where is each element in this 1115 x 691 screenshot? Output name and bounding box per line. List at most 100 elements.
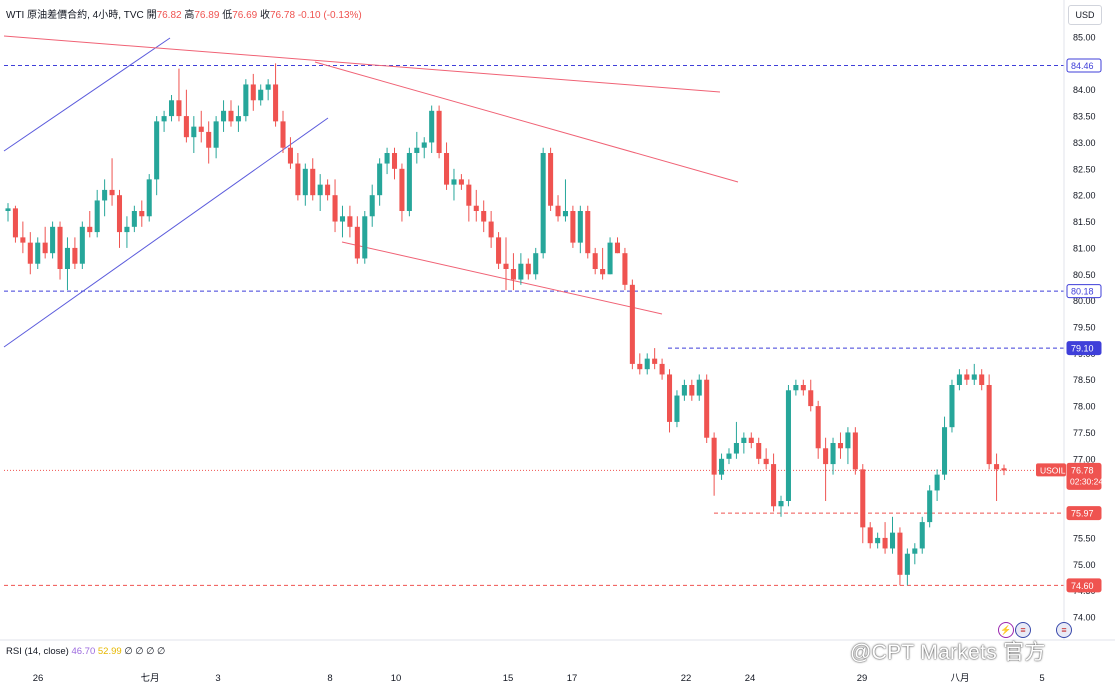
candle-body	[889, 532, 896, 549]
candle-body	[354, 226, 360, 259]
candle-body	[27, 242, 33, 264]
high-value: 76.89	[194, 10, 220, 21]
candle-body	[458, 179, 464, 185]
price-tag-74.60	[1066, 578, 1102, 593]
y-tick-label: 83.50	[1073, 112, 1096, 122]
x-tick-label: 3	[215, 673, 220, 684]
candle-body	[295, 163, 301, 196]
price-tag-label: 74.60	[1071, 581, 1094, 591]
candle-body	[815, 406, 821, 449]
x-tick-label: 8	[327, 673, 332, 684]
y-tick-label: 83.00	[1073, 138, 1096, 148]
us-flag-icon[interactable]: ≡	[1015, 622, 1031, 638]
candle-body	[481, 211, 487, 222]
candle-body	[317, 184, 323, 196]
candle-body	[689, 385, 695, 396]
trendlines[interactable]	[3, 35, 739, 348]
price-tag-label: 76.78	[1071, 465, 1094, 475]
candle-body	[533, 253, 539, 275]
low-label: 低	[222, 10, 233, 21]
candle-body	[726, 453, 732, 459]
candle-body	[510, 269, 516, 280]
candle-body	[369, 195, 375, 217]
y-tick-label: 80.00	[1073, 296, 1096, 306]
x-tick-label: 22	[681, 673, 692, 684]
candle-body	[860, 469, 866, 528]
candle-body	[131, 211, 137, 227]
x-tick-label: 29	[857, 673, 868, 684]
candle-body	[325, 184, 331, 196]
candle-body	[548, 153, 554, 206]
candle-body	[406, 153, 412, 211]
candle-body	[228, 110, 234, 122]
candle-body	[562, 211, 568, 217]
candle-body	[867, 527, 873, 544]
candle-body	[116, 195, 123, 233]
candle-body	[258, 89, 264, 101]
price-axis[interactable]: 85.0084.5084.0083.5083.0082.5082.0081.50…	[1063, 0, 1096, 640]
candle-body	[250, 84, 256, 101]
candle-body	[466, 184, 472, 206]
red-channel-upper	[314, 61, 739, 183]
symbol-header[interactable]: WTI 原油差價合約, 4小時, TVC 開76.82 高76.89 低76.6…	[6, 6, 362, 21]
candle-body	[265, 84, 271, 90]
x-tick-label: 15	[503, 673, 514, 684]
red-channel-lower	[341, 241, 663, 315]
lightning-icon[interactable]: ⚡	[998, 622, 1014, 638]
candle-body	[473, 205, 479, 211]
candle-body	[830, 443, 836, 465]
candle-body	[183, 116, 189, 138]
us-flag-icon-2[interactable]: ≡	[1056, 622, 1072, 638]
candle-body	[681, 385, 687, 396]
candle-body	[391, 153, 398, 169]
x-tick-label: 17	[567, 673, 578, 684]
candle-body	[518, 263, 524, 280]
candle-body	[488, 221, 494, 238]
candle-body	[704, 379, 710, 438]
candle-body	[221, 110, 227, 122]
x-tick-label: 八月	[950, 673, 969, 684]
candle-body	[102, 189, 108, 201]
candle-body	[644, 358, 650, 370]
currency-button[interactable]: USD	[1068, 5, 1102, 25]
candle-body	[451, 179, 457, 185]
candle-body	[168, 100, 175, 117]
candle-body	[852, 432, 858, 470]
candle-body	[377, 163, 383, 196]
change-value: -0.10 (-0.13%)	[297, 10, 362, 21]
x-tick-label: 26	[33, 673, 44, 684]
candle-body	[436, 110, 442, 153]
candle-body	[949, 385, 955, 428]
rsi-extra: ∅ ∅ ∅ ∅	[124, 646, 166, 657]
candle-body	[904, 553, 910, 575]
candle-body	[666, 374, 673, 422]
x-tick-label: 5	[1039, 673, 1044, 684]
candle-body	[577, 211, 583, 243]
candle-body	[198, 126, 204, 132]
rsi-legend[interactable]: RSI (14, close) 46.70 52.99 ∅ ∅ ∅ ∅	[6, 646, 165, 657]
candle-body	[771, 464, 777, 507]
candle-body	[161, 116, 167, 122]
candle-body	[139, 211, 145, 217]
symbol-line: WTI 原油差價合約, 4小時, TVC	[6, 10, 144, 21]
candle-body	[414, 147, 420, 153]
y-tick-label: 78.50	[1073, 375, 1096, 385]
time-axis[interactable]: 26 七月 3 8 10 15 17 22 24 29 八月 5	[0, 639, 1115, 684]
price-tag-label: 84.46	[1071, 61, 1094, 71]
y-tick-label: 78.00	[1073, 402, 1096, 412]
candle-body	[421, 142, 427, 148]
candle-body	[503, 263, 509, 269]
candle-body	[756, 443, 762, 459]
candle-body	[763, 458, 769, 465]
price-tag-label: 79.10	[1071, 344, 1094, 354]
candle-body	[280, 121, 286, 148]
candle-body	[912, 548, 918, 554]
candle-body	[793, 385, 799, 391]
open-value: 76.82	[156, 10, 182, 21]
candle-body	[986, 385, 992, 465]
candle-body	[176, 100, 182, 117]
candle-body	[72, 247, 78, 264]
candle-body	[154, 121, 160, 180]
candle-body	[614, 242, 621, 254]
